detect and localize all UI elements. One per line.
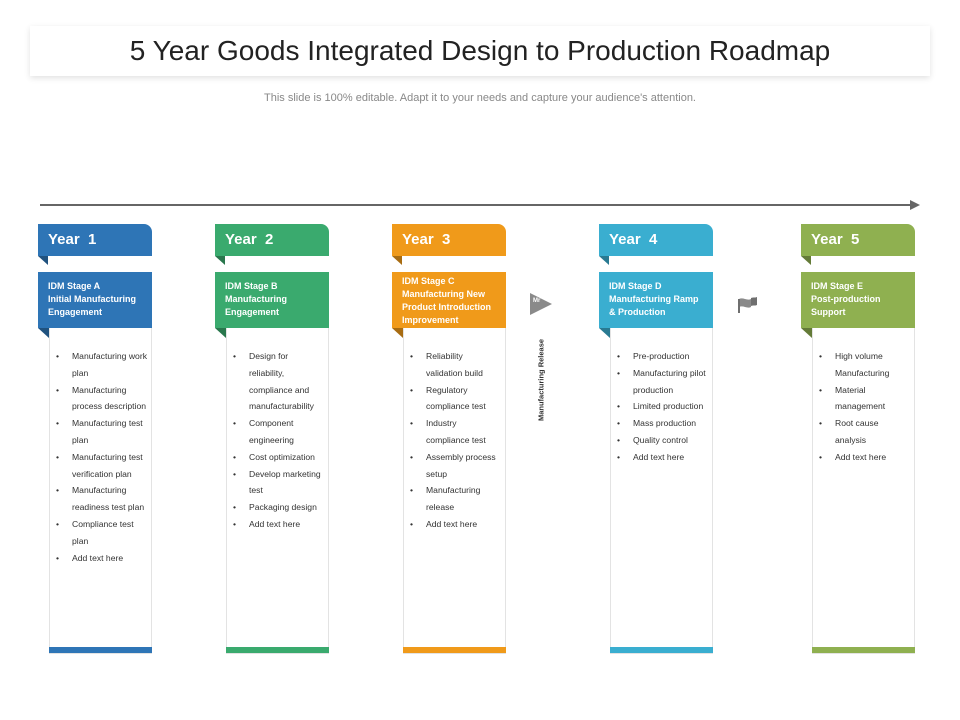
list-item: Compliance test plan	[56, 516, 147, 550]
timeline-arrow	[40, 200, 920, 210]
year-column: Year 4 IDM Stage D Manufacturing Ramp & P…	[599, 224, 713, 654]
year-column: Year 5 IDM Stage E Post-production Suppor…	[801, 224, 915, 654]
bottom-bar	[610, 647, 713, 653]
tab-fold	[38, 256, 48, 265]
list-item: Develop marketing test	[233, 466, 324, 500]
list-item: Mass production	[617, 415, 708, 432]
list-item: Manufacturing release	[410, 482, 501, 516]
year-tab: Year 3	[392, 224, 506, 265]
list-item: Cost optimization	[233, 449, 324, 466]
release-label: Manufacturing Release	[536, 338, 546, 422]
bottom-bar	[226, 647, 329, 653]
list-item: Add text here	[410, 516, 501, 533]
stage-header: IDM Stage D Manufacturing Ramp & Product…	[599, 272, 713, 338]
list-item: Add text here	[233, 516, 324, 533]
list-item: Packaging design	[233, 499, 324, 516]
subtitle: This slide is 100% editable. Adapt it to…	[264, 92, 696, 104]
list-item: Add text here	[617, 449, 708, 466]
stage-label: IDM Stage A Initial Manufacturing Engage…	[48, 281, 137, 317]
stage-header: IDM Stage B Manufacturing Engagement	[215, 272, 329, 338]
year-column: Year 2 IDM Stage B Manufacturing Engageme…	[215, 224, 329, 654]
year-tab: Year 1	[38, 224, 152, 265]
list-item: Root cause analysis	[819, 415, 910, 449]
list-item: Regulatory compliance test	[410, 382, 501, 416]
release-marker-short: Mr	[533, 298, 541, 304]
bottom-bar	[403, 647, 506, 653]
stage-label: IDM Stage E Post-production Support	[811, 281, 881, 317]
task-list: Design for reliability, compliance and m…	[227, 328, 328, 533]
year-label: Year 1	[48, 231, 97, 248]
list-item: Manufacturing test plan	[56, 415, 147, 449]
release-marker	[530, 293, 552, 315]
page-title: 5 Year Goods Integrated Design to Produc…	[129, 35, 831, 66]
year-column: Year 3 IDM Stage C Manufacturing New Prod…	[392, 224, 506, 654]
year-tab: Year 5	[801, 224, 915, 265]
list-item: Material management	[819, 382, 910, 416]
list-item: Add text here	[56, 550, 147, 567]
year-tab: Year 2	[215, 224, 329, 265]
list-item: Reliability validation build	[410, 348, 501, 382]
year-label: Year 2	[225, 231, 274, 248]
stage-fold	[599, 328, 610, 338]
list-item: Industry compliance test	[410, 415, 501, 449]
list-item: Manufacturing process description	[56, 382, 147, 416]
stage-label: IDM Stage B Manufacturing Engagement	[225, 281, 287, 317]
list-item: Pre-production	[617, 348, 708, 365]
tab-fold	[392, 256, 402, 265]
list-item: Manufacturing work plan	[56, 348, 147, 382]
task-list: Manufacturing work planManufacturing pro…	[50, 328, 151, 566]
list-item: Assembly process setup	[410, 449, 501, 483]
stage-fold	[801, 328, 812, 338]
year-tab: Year 4	[599, 224, 713, 265]
task-list: High volume ManufacturingMaterial manage…	[813, 328, 914, 466]
tab-fold	[599, 256, 609, 265]
title-bar: 5 Year Goods Integrated Design to Produc…	[30, 26, 930, 76]
list-item: Manufacturing test verification plan	[56, 449, 147, 483]
flag-icon	[738, 297, 757, 313]
list-item: Design for reliability, compliance and m…	[233, 348, 324, 415]
list-item: Manufacturing pilot production	[617, 365, 708, 399]
task-list: Reliability validation buildRegulatory c…	[404, 328, 505, 533]
stage-body: Reliability validation buildRegulatory c…	[403, 328, 506, 654]
list-item: High volume Manufacturing	[819, 348, 910, 382]
stage-header: IDM Stage A Initial Manufacturing Engage…	[38, 272, 152, 338]
list-item: Limited production	[617, 398, 708, 415]
year-label: Year 3	[402, 231, 451, 248]
stage-fold	[38, 328, 49, 338]
stage-fold	[392, 328, 403, 338]
bottom-bar	[49, 647, 152, 653]
tab-fold	[801, 256, 811, 265]
tab-fold	[215, 256, 225, 265]
list-item: Add text here	[819, 449, 910, 466]
stage-body: High volume ManufacturingMaterial manage…	[812, 328, 915, 654]
task-list: Pre-productionManufacturing pilot produc…	[611, 328, 712, 466]
year-label: Year 5	[811, 231, 860, 248]
stage-body: Design for reliability, compliance and m…	[226, 328, 329, 654]
stage-header: IDM Stage E Post-production Support	[801, 272, 915, 338]
stage-body: Manufacturing work planManufacturing pro…	[49, 328, 152, 654]
stage-fold	[215, 328, 226, 338]
year-label: Year 4	[609, 231, 658, 248]
stage-header: IDM Stage C Manufacturing New Product In…	[392, 272, 506, 338]
list-item: Component engineering	[233, 415, 324, 449]
stage-label: IDM Stage C Manufacturing New Product In…	[402, 276, 491, 325]
stage-label: IDM Stage D Manufacturing Ramp & Product…	[609, 281, 699, 317]
list-item: Manufacturing readiness test plan	[56, 482, 147, 516]
stage-body: Pre-productionManufacturing pilot produc…	[610, 328, 713, 654]
year-column: Year 1 IDM Stage A Initial Manufacturing …	[38, 224, 152, 654]
bottom-bar	[812, 647, 915, 653]
list-item: Quality control	[617, 432, 708, 449]
